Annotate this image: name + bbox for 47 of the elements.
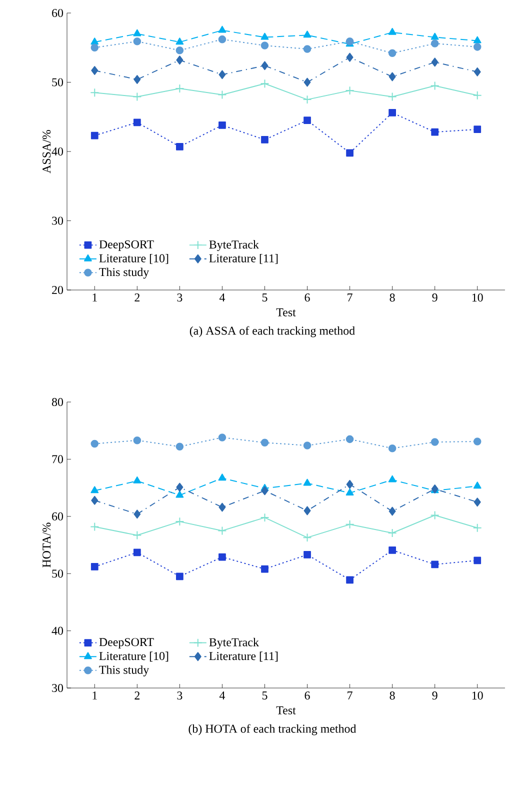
x-tick-label: 2 [134,692,140,700]
x-tick-label: 8 [390,294,395,302]
x-axis-title: Test [276,706,296,714]
x-tick-label: 9 [432,692,438,700]
x-tick-label: 5 [262,294,268,302]
legend-label: DeepSORT [99,240,154,251]
x-tick-label: 4 [219,294,226,302]
x-tick-label: 6 [304,692,310,700]
x-tick-label: 3 [177,692,182,700]
x-tick-label: 7 [348,294,352,302]
x-tick-label: 1 [92,294,97,302]
x-tick-label: 6 [304,294,310,302]
y-tick-label: 40 [52,147,64,156]
y-axis-title: ASSA/% [42,130,51,174]
y-tick-label: 20 [52,286,64,294]
y-tick-label: 50 [52,570,64,578]
y-tick-label: 30 [52,684,64,692]
legend-label: This study [99,665,150,676]
x-tick-label: 7 [348,692,352,700]
x-tick-label: 10 [472,294,483,302]
legend-label: Literature [10] [99,254,168,264]
y-tick-label: 40 [52,626,64,635]
x-tick-label: 3 [177,294,182,302]
y-axis-title: HOTA/% [42,522,51,568]
legend-label: Literature [11] [209,254,278,264]
y-tick-label: 80 [52,398,64,406]
x-axis-title: Test [276,308,296,316]
y-tick-label: 50 [52,78,64,86]
y-tick-label: 70 [52,455,64,464]
y-tick-label: 60 [52,512,64,520]
legend-label: ByteTrack [209,638,259,649]
legend-label: ByteTrack [209,240,259,252]
x-tick-label: 2 [134,294,140,302]
legend-label: Literature [11] [209,652,278,662]
y-tick-label: 60 [52,8,64,18]
text: (a) ASSA of each tracking method [190,326,355,338]
x-tick-label: 1 [92,692,97,700]
x-tick-label: 4 [219,692,226,700]
legend-label: Literature [10] [99,652,168,662]
x-tick-label: 8 [390,692,395,700]
x-tick-label: 5 [262,692,268,700]
y-tick-label: 30 [52,216,64,225]
legend-label: This study [99,268,150,279]
x-tick-label: 9 [432,294,438,302]
text: (b) HOTA of each tracking method [188,724,356,736]
x-tick-label: 10 [472,692,483,700]
legend-label: DeepSORT [99,638,154,649]
